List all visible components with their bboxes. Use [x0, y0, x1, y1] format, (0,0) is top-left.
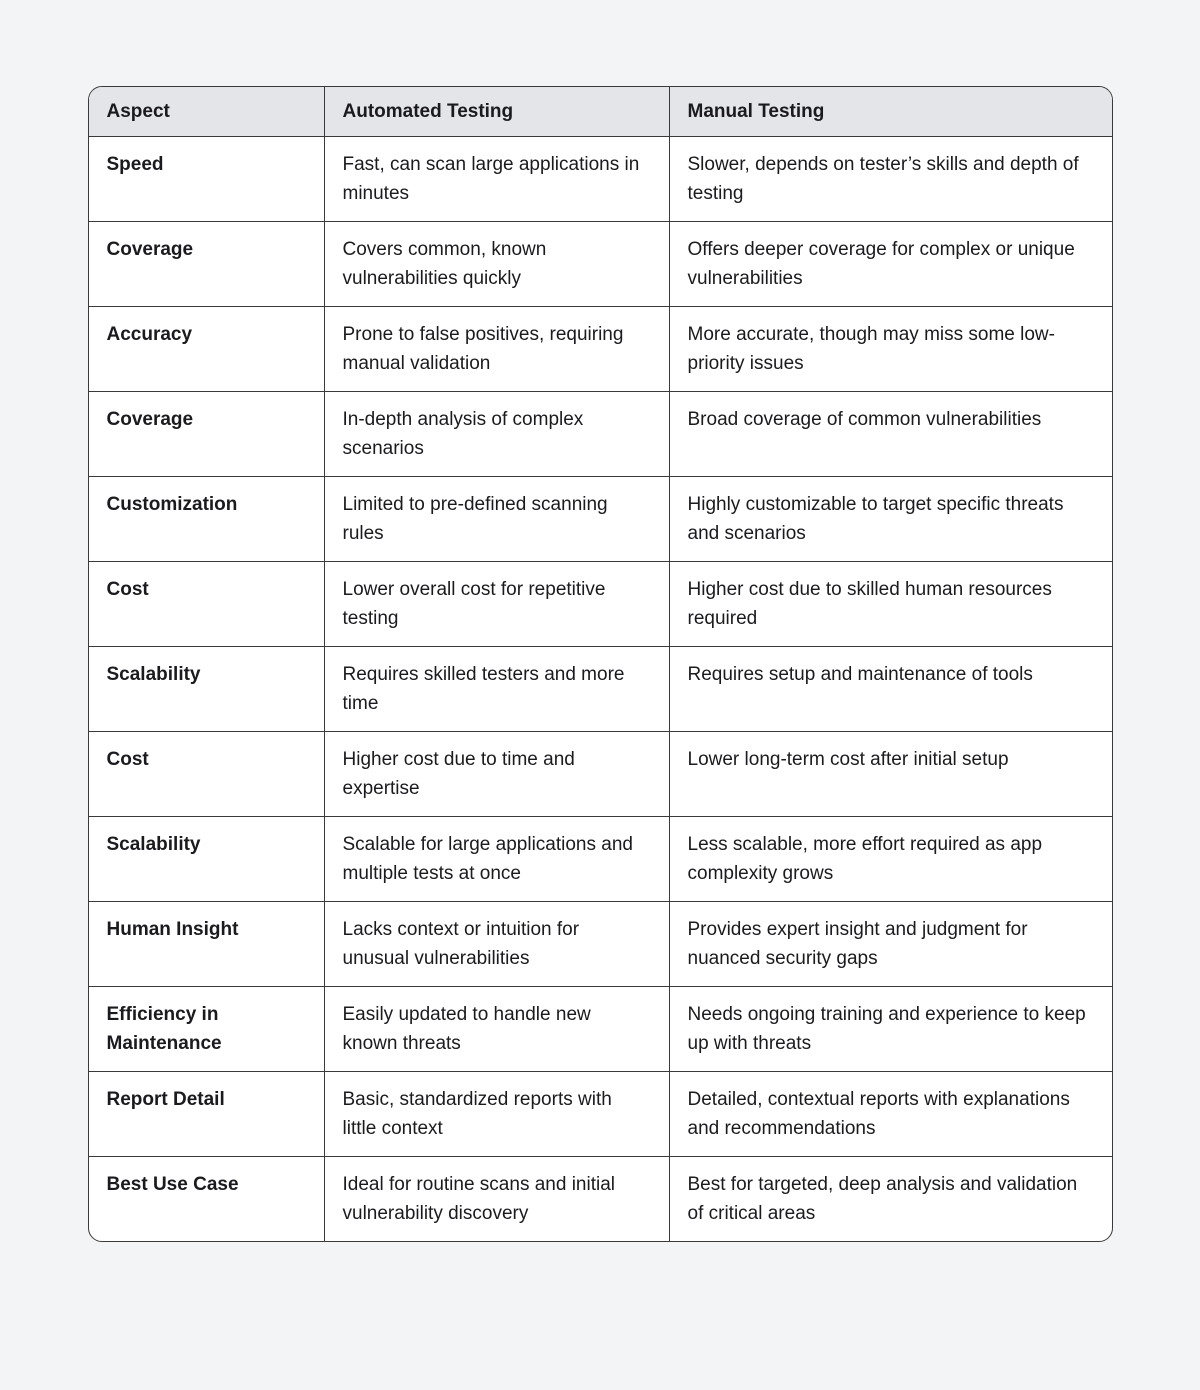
- aspect-cell: Customization: [106, 494, 238, 515]
- automated-cell: Lower overall cost for repetitive testin…: [323, 562, 669, 646]
- manual-cell: Lower long-term cost after initial setup: [668, 732, 1112, 816]
- automated-cell: Limited to pre-defined scanning rules: [323, 477, 669, 561]
- automated-cell: Covers common, known vulnerabilities qui…: [323, 222, 669, 306]
- manual-cell: More accurate, though may miss some low-…: [668, 307, 1112, 391]
- automated-cell: Prone to false positives, requiring manu…: [323, 307, 669, 391]
- manual-cell: Offers deeper coverage for complex or un…: [668, 222, 1112, 306]
- table-body: Speed Fast, can scan large applications i…: [88, 136, 1112, 1241]
- table-row: Coverage Covers common, known vulnerabili…: [88, 221, 1112, 306]
- table-row: Coverage In-depth analysis of complex sce…: [88, 391, 1112, 476]
- aspect-cell: Efficiency in Maintenance: [106, 1004, 222, 1054]
- automated-cell: Higher cost due to time and expertise: [323, 732, 669, 816]
- table-row: Scalability Scalable for large applicatio…: [88, 816, 1112, 901]
- table-row: Speed Fast, can scan large applications i…: [88, 136, 1112, 221]
- table-row: Scalability Requires skilled testers and …: [88, 646, 1112, 731]
- manual-cell: Slower, depends on tester’s skills and d…: [668, 137, 1112, 221]
- comparison-table: Aspect Automated Testing Manual Testing …: [87, 86, 1113, 1242]
- automated-cell: Lacks context or intuition for unusual v…: [323, 902, 669, 986]
- automated-cell: Requires skilled testers and more time: [323, 647, 669, 731]
- manual-cell: Broad coverage of common vulnerabilities: [668, 392, 1112, 476]
- aspect-cell: Human Insight: [106, 919, 239, 940]
- automated-cell: Ideal for routine scans and initial vuln…: [323, 1157, 669, 1241]
- manual-cell: Highly customizable to target specific t…: [668, 477, 1112, 561]
- manual-cell: Provides expert insight and judgment for…: [668, 902, 1112, 986]
- manual-cell: Less scalable, more effort required as a…: [668, 817, 1112, 901]
- table-row: Human Insight Lacks context or intuition …: [88, 901, 1112, 986]
- automated-cell: Scalable for large applications and mult…: [323, 817, 669, 901]
- manual-cell: Higher cost due to skilled human resourc…: [668, 562, 1112, 646]
- aspect-cell: Coverage: [106, 239, 194, 260]
- table-row: Efficiency in Maintenance Easily updated …: [88, 986, 1112, 1071]
- aspect-cell: Scalability: [106, 664, 201, 685]
- aspect-cell: Best Use Case: [106, 1174, 239, 1195]
- automated-cell: Fast, can scan large applications in min…: [323, 137, 669, 221]
- header-aspect: Aspect: [106, 100, 170, 122]
- table-row: Cost Lower overall cost for repetitive te…: [88, 561, 1112, 646]
- manual-cell: Detailed, contextual reports with explan…: [668, 1072, 1112, 1156]
- table-row: Report Detail Basic, standardized reports…: [88, 1071, 1112, 1156]
- manual-cell: Requires setup and maintenance of tools: [668, 647, 1112, 731]
- header-manual-testing: Manual Testing: [668, 87, 1112, 136]
- aspect-cell: Scalability: [106, 834, 201, 855]
- manual-cell: Best for targeted, deep analysis and val…: [668, 1157, 1112, 1241]
- header-automated-testing: Automated Testing: [323, 87, 669, 136]
- automated-cell: In-depth analysis of complex scenarios: [323, 392, 669, 476]
- table-row: Accuracy Prone to false positives, requir…: [88, 306, 1112, 391]
- aspect-cell: Cost: [106, 579, 149, 600]
- table-row: Cost Higher cost due to time and expertis…: [88, 731, 1112, 816]
- aspect-cell: Speed: [106, 154, 164, 175]
- manual-cell: Needs ongoing training and experience to…: [668, 987, 1112, 1071]
- table-header-row: Aspect Automated Testing Manual Testing: [88, 87, 1112, 136]
- table-row: Customization Limited to pre-defined scan…: [88, 476, 1112, 561]
- aspect-cell: Cost: [106, 749, 149, 770]
- automated-cell: Easily updated to handle new known threa…: [323, 987, 669, 1071]
- aspect-cell: Coverage: [106, 409, 194, 430]
- aspect-cell: Report Detail: [106, 1089, 225, 1110]
- automated-cell: Basic, standardized reports with little …: [323, 1072, 669, 1156]
- aspect-cell: Accuracy: [106, 324, 193, 345]
- table-row: Best Use Case Ideal for routine scans and…: [88, 1156, 1112, 1241]
